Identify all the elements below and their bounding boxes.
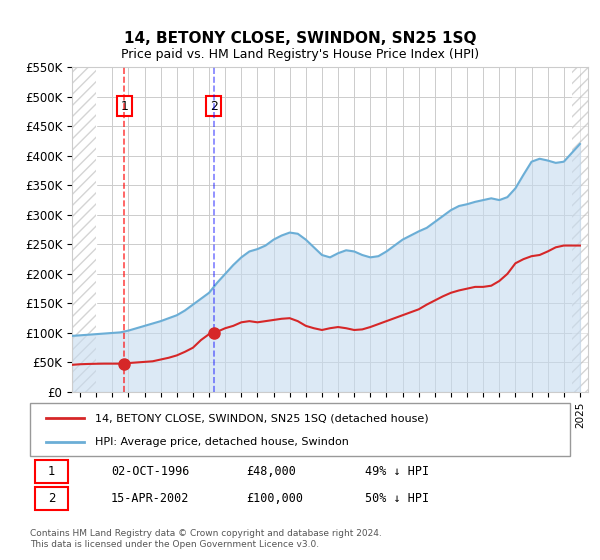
FancyBboxPatch shape <box>30 403 570 456</box>
FancyBboxPatch shape <box>35 487 68 510</box>
Bar <box>572 67 588 392</box>
Text: Price paid vs. HM Land Registry's House Price Index (HPI): Price paid vs. HM Land Registry's House … <box>121 48 479 60</box>
Text: 50% ↓ HPI: 50% ↓ HPI <box>365 492 429 505</box>
Text: 14, BETONY CLOSE, SWINDON, SN25 1SQ (detached house): 14, BETONY CLOSE, SWINDON, SN25 1SQ (det… <box>95 413 428 423</box>
Text: 15-APR-2002: 15-APR-2002 <box>111 492 190 505</box>
Bar <box>72 67 96 392</box>
Text: 49% ↓ HPI: 49% ↓ HPI <box>365 465 429 478</box>
Bar <box>72 67 96 392</box>
Text: 1: 1 <box>121 100 128 113</box>
Text: 02-OCT-1996: 02-OCT-1996 <box>111 465 190 478</box>
Text: 1: 1 <box>48 465 55 478</box>
Text: Contains HM Land Registry data © Crown copyright and database right 2024.
This d: Contains HM Land Registry data © Crown c… <box>30 529 382 549</box>
Text: 2: 2 <box>48 492 55 505</box>
FancyBboxPatch shape <box>35 460 68 483</box>
Text: £48,000: £48,000 <box>246 465 296 478</box>
Text: 2: 2 <box>210 100 218 113</box>
Text: HPI: Average price, detached house, Swindon: HPI: Average price, detached house, Swin… <box>95 436 349 446</box>
Text: £100,000: £100,000 <box>246 492 303 505</box>
Text: 14, BETONY CLOSE, SWINDON, SN25 1SQ: 14, BETONY CLOSE, SWINDON, SN25 1SQ <box>124 31 476 46</box>
